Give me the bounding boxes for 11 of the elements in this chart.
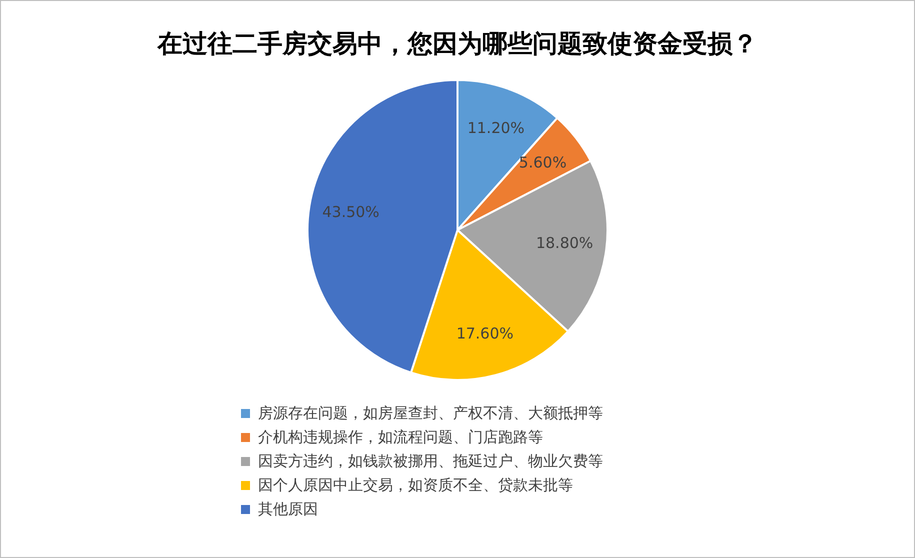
data-label: 11.20%: [467, 118, 525, 137]
data-label: 17.60%: [456, 324, 514, 342]
data-label: 18.80%: [536, 234, 594, 252]
legend-label: 介机构违规操作，如流程问题、门店跑路等: [257, 426, 544, 448]
legend-label: 其他原因: [257, 498, 319, 520]
legend-label: 房源存在问题，如房屋查封、产权不清、大额抵押等: [257, 402, 603, 424]
legend-label: 因卖方违约，如钱款被挪用、拖延过户、物业欠费等: [257, 450, 603, 472]
data-label: 5.60%: [518, 154, 567, 172]
chart-title: 在过往二手房交易中，您因为哪些问题致使资金受损？: [156, 28, 758, 60]
data-label: 43.50%: [322, 202, 380, 221]
legend-label: 因个人原因中止交易，如资质不全、贷款未批等: [257, 474, 574, 496]
